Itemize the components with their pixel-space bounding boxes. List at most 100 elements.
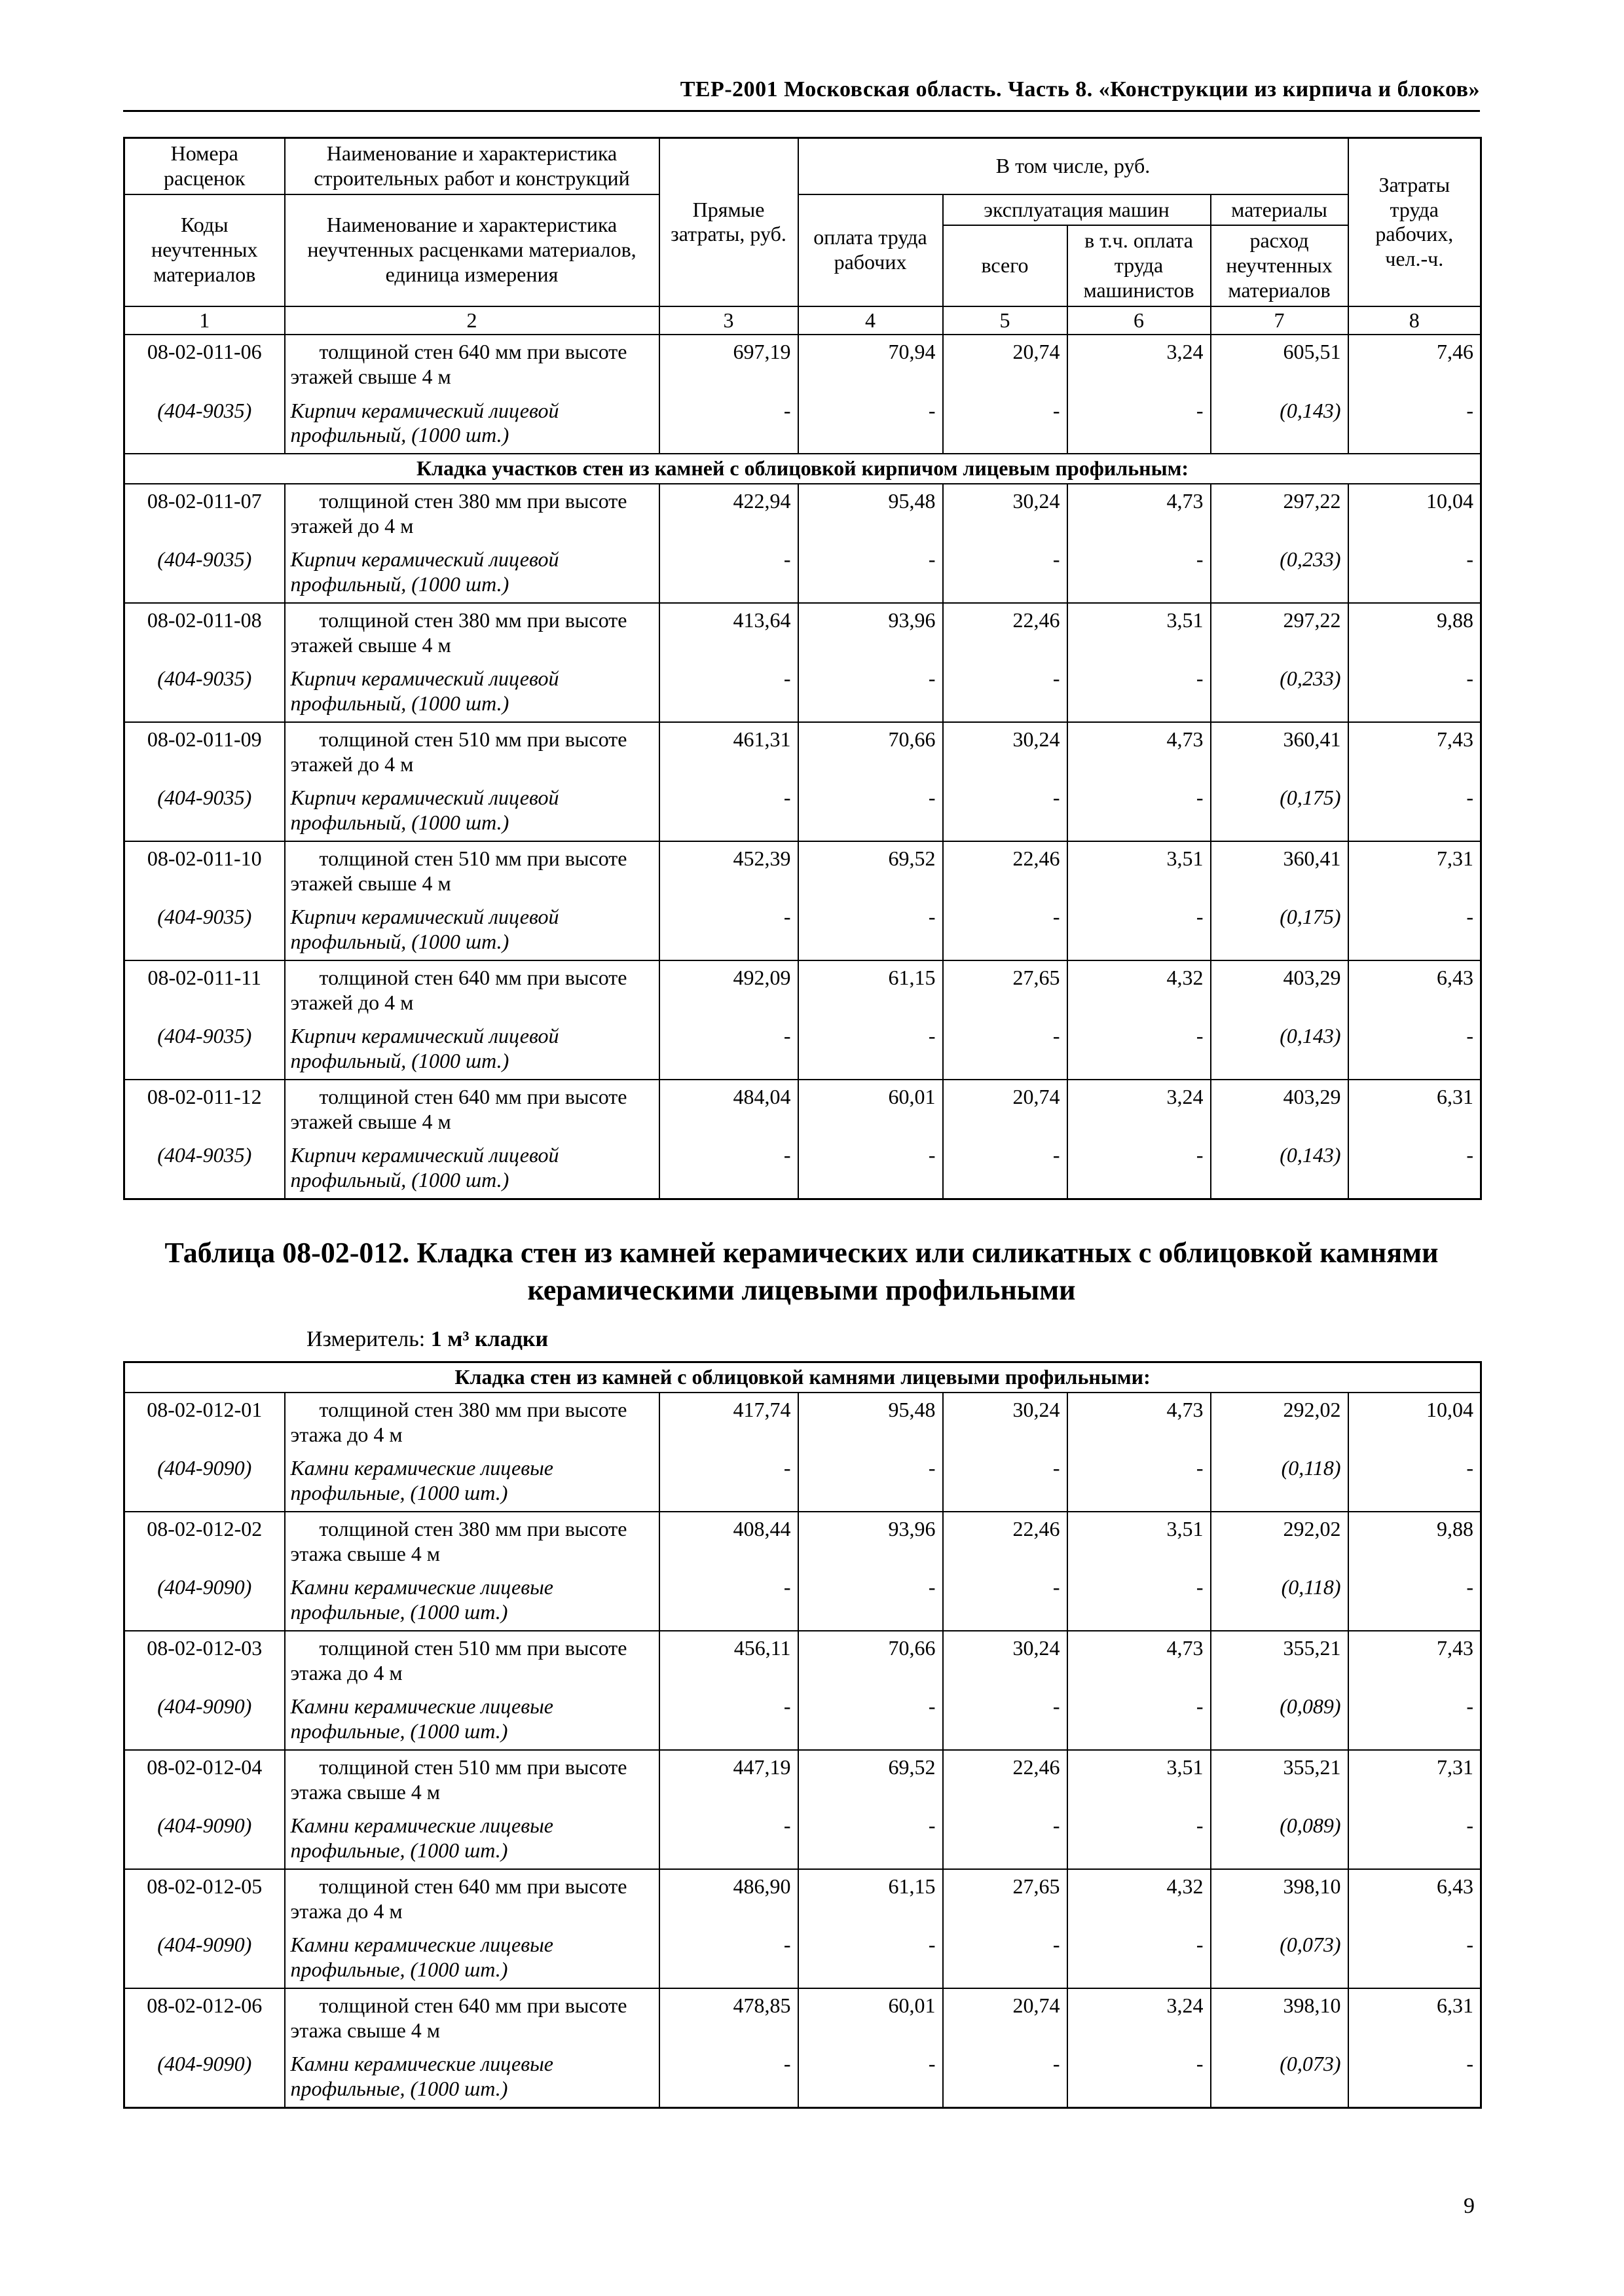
- entry-value-col7: 297,22: [1209, 483, 1349, 539]
- material-value-col6: -: [1066, 896, 1211, 961]
- entry-value-col5: 30,24: [942, 1630, 1068, 1686]
- entry-row-08-02-012-01: 08-02-012-01 толщиной стен 380 мм при выс…: [123, 1391, 1482, 1448]
- entry-value-col6: 3,24: [1066, 1078, 1211, 1135]
- entry-value-col6: 3,51: [1066, 602, 1211, 658]
- material-code: (404-9090): [123, 1447, 286, 1512]
- material-row-08-02-011-08: (404-9035) Кирпич керамический лицевой пр…: [123, 657, 1482, 723]
- entry-row-08-02-012-04: 08-02-012-04 толщиной стен 510 мм при выс…: [123, 1749, 1482, 1805]
- material-value-col7: (0,175): [1209, 896, 1349, 961]
- material-value-col6: -: [1066, 776, 1211, 842]
- material-value-col5: -: [942, 776, 1068, 842]
- material-code: (404-9090): [123, 1804, 286, 1870]
- entry-work-description: толщиной стен 640 мм при высоте этажей с…: [284, 1078, 660, 1135]
- entry-code: 08-02-011-06: [123, 334, 286, 390]
- column-number-2: 2: [284, 305, 660, 336]
- material-value-col3: -: [658, 1566, 799, 1631]
- entry-value-col5: 22,46: [942, 602, 1068, 658]
- material-value-col8: -: [1347, 1804, 1482, 1870]
- header-rule: [123, 110, 1480, 112]
- entry-value-col6: 3,51: [1066, 1749, 1211, 1805]
- material-value-col8: -: [1347, 1447, 1482, 1512]
- entry-value-col6: 3,24: [1066, 334, 1211, 390]
- entry-code: 08-02-012-06: [123, 1987, 286, 2043]
- material-row-08-02-012-05: (404-9090) Камни керамические лицевые про…: [123, 1923, 1482, 1989]
- column-number-6: 6: [1066, 305, 1211, 336]
- material-value-col4: -: [797, 657, 944, 723]
- material-value-col5: -: [942, 1923, 1068, 1989]
- entry-value-col8: 6,31: [1347, 1987, 1482, 2043]
- material-value-col6: -: [1066, 1447, 1211, 1512]
- entry-value-col7: 403,29: [1209, 959, 1349, 1015]
- entry-value-col8: 7,31: [1347, 840, 1482, 896]
- material-code: (404-9035): [123, 538, 286, 604]
- rates-table-08-02-012: Кладка стен из камней с облицовкой камня…: [123, 1361, 1483, 2109]
- material-name: Кирпич керамический лицевой профильный, …: [284, 657, 660, 723]
- header-rashod-materialov: расход неучтенных материалов: [1209, 225, 1349, 307]
- material-value-col6: -: [1066, 1923, 1211, 1989]
- entry-value-col5: 20,74: [942, 1987, 1068, 2043]
- column-number-4: 4: [797, 305, 944, 336]
- entry-value-col7: 360,41: [1209, 840, 1349, 896]
- entry-work-description: толщиной стен 510 мм при высоте этажа до…: [284, 1630, 660, 1686]
- entry-value-col4: 93,96: [797, 1510, 944, 1567]
- entry-row-08-02-011-06: 08-02-011-06 толщиной стен 640 мм при выс…: [123, 334, 1482, 390]
- table-08-02-011-wrap: Номера расценок Наименование и характери…: [123, 137, 1483, 1200]
- header-row-2: Коды неучтенных материалов Наименование …: [123, 193, 1481, 307]
- material-value-col6: -: [1066, 1566, 1211, 1631]
- entry-value-col6: 4,73: [1066, 721, 1211, 777]
- entry-row-08-02-011-07: 08-02-011-07 толщиной стен 380 мм при выс…: [123, 483, 1482, 539]
- measure-label: Измеритель:: [306, 1327, 426, 1352]
- entry-value-col8: 9,88: [1347, 1510, 1482, 1567]
- material-code: (404-9090): [123, 1566, 286, 1631]
- entry-row-08-02-011-11: 08-02-011-11 толщиной стен 640 мм при выс…: [123, 959, 1482, 1015]
- entry-value-col8: 7,46: [1347, 334, 1482, 390]
- material-value-col8: -: [1347, 1015, 1482, 1080]
- entry-value-col5: 22,46: [942, 1749, 1068, 1805]
- entry-value-col4: 95,48: [797, 1391, 944, 1448]
- entry-value-col5: 20,74: [942, 1078, 1068, 1135]
- entry-value-col8: 6,43: [1347, 959, 1482, 1015]
- measure-line: Измеритель: 1 м³ кладки: [306, 1327, 1480, 1352]
- material-value-col5: -: [942, 1804, 1068, 1870]
- material-value-col5: -: [942, 657, 1068, 723]
- table-08-02-012-title: Таблица 08-02-012. Кладка стен из камней…: [164, 1236, 1439, 1307]
- entry-value-col8: 7,43: [1347, 1630, 1482, 1686]
- entry-code: 08-02-012-05: [123, 1868, 286, 1924]
- entry-code: 08-02-012-01: [123, 1391, 286, 1448]
- material-row-08-02-012-01: (404-9090) Камни керамические лицевые про…: [123, 1447, 1482, 1512]
- material-row-08-02-012-06: (404-9090) Камни керамические лицевые про…: [123, 2043, 1482, 2109]
- header-materialy: материалы: [1209, 193, 1349, 227]
- material-value-col4: -: [797, 776, 944, 842]
- page-content: ТЕР-2001 Московская область. Часть 8. «К…: [123, 77, 1483, 2109]
- material-value-col3: -: [658, 896, 799, 961]
- material-value-col4: -: [797, 2043, 944, 2109]
- entry-code: 08-02-012-03: [123, 1630, 286, 1686]
- entry-value-col5: 22,46: [942, 1510, 1068, 1567]
- material-row-08-02-011-11: (404-9035) Кирпич керамический лицевой пр…: [123, 1015, 1482, 1080]
- material-code: (404-9090): [123, 1923, 286, 1989]
- measure-value: 1 м³ кладки: [430, 1327, 549, 1352]
- material-value-col4: -: [797, 1685, 944, 1751]
- material-value-col3: -: [658, 1923, 799, 1989]
- material-name: Кирпич керамический лицевой профильный, …: [284, 1134, 660, 1200]
- material-value-col8: -: [1347, 389, 1482, 455]
- entry-value-col4: 69,52: [797, 1749, 944, 1805]
- header-oplata-truda: оплата труда рабочих: [797, 193, 944, 307]
- material-value-col7: (0,118): [1209, 1566, 1349, 1631]
- material-name: Кирпич керамический лицевой профильный, …: [284, 776, 660, 842]
- material-row-08-02-011-12: (404-9035) Кирпич керамический лицевой пр…: [123, 1134, 1482, 1200]
- material-value-col8: -: [1347, 1685, 1482, 1751]
- entry-value-col5: 27,65: [942, 1868, 1068, 1924]
- entry-value-col4: 61,15: [797, 959, 944, 1015]
- entry-value-col6: 4,32: [1066, 959, 1211, 1015]
- material-value-col4: -: [797, 1447, 944, 1512]
- material-value-col7: (0,143): [1209, 1134, 1349, 1200]
- material-code: (404-9035): [123, 657, 286, 723]
- header-row-3: всего в т.ч. оплата труда машинистов рас…: [124, 225, 1481, 307]
- entry-value-col6: 4,73: [1066, 1630, 1211, 1686]
- section-header-label: Кладка участков стен из камней с облицов…: [123, 453, 1482, 484]
- entry-code: 08-02-011-08: [123, 602, 286, 658]
- material-value-col4: -: [797, 1134, 944, 1200]
- column-number-1: 1: [123, 305, 286, 336]
- entry-code: 08-02-011-10: [123, 840, 286, 896]
